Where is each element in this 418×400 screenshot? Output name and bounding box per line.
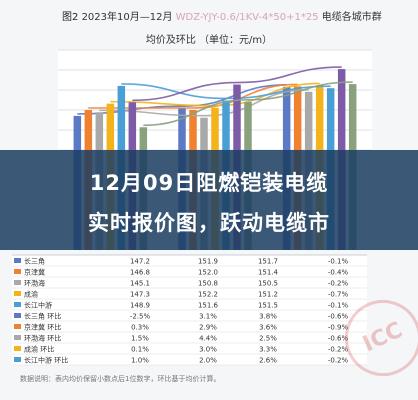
table-cell: 3.0% xyxy=(199,346,217,354)
table-cell: -0.2% xyxy=(328,346,349,354)
table-cell: 151.6 xyxy=(198,302,219,310)
trend-line-6 xyxy=(132,66,342,102)
table-cell: -0.2% xyxy=(328,357,349,365)
table-cell: 2.0% xyxy=(199,357,217,365)
table-row-label: 环渤海 环比 xyxy=(24,334,61,343)
trend-line-7 xyxy=(143,81,353,127)
table-cell: 150.8 xyxy=(198,280,218,288)
table-cell: 151.7 xyxy=(258,258,278,266)
legend-swatch xyxy=(14,269,21,274)
table-cell: 151.9 xyxy=(198,258,218,266)
table-cell: 147.3 xyxy=(130,291,150,299)
footer-note: 数据说明：表内均价保留小数点后1位数字，环比基于均价计算。 xyxy=(20,375,221,383)
title-suffix: 电缆各城市群 xyxy=(321,12,382,23)
table-cell: 2.9% xyxy=(199,324,217,332)
legend-swatch xyxy=(14,291,21,296)
table-row-label: 长江中游 xyxy=(24,301,52,310)
headline-line-2: 实时报价图，跃动电缆市 xyxy=(88,211,330,235)
table-cell: -0.2% xyxy=(328,280,349,288)
title-period: 2023年10月—12月 xyxy=(81,12,173,23)
trend-line-2 xyxy=(88,83,298,109)
table-cell: -0.7% xyxy=(328,291,349,299)
table-cell: -0.6% xyxy=(328,313,349,321)
table-cell: 1.5% xyxy=(131,335,149,343)
trend-line-4 xyxy=(110,82,320,107)
table-cell: 2.5% xyxy=(259,335,277,343)
trend-line-5 xyxy=(121,83,331,100)
table-cell: -0.9% xyxy=(328,324,349,332)
legend-swatch xyxy=(14,280,21,285)
trend-line-3 xyxy=(99,89,309,117)
table-cell: -2.5% xyxy=(130,313,151,321)
legend-swatch xyxy=(14,324,21,329)
table-row-label: 长三角 xyxy=(24,257,45,266)
table-row-label: 环渤海 xyxy=(24,279,45,288)
chart-title: 图2 2023年10月—12月 WDZ-YJY-0.6/1KV-4*50+1*2… xyxy=(62,8,382,23)
table-cell: 3.8% xyxy=(259,313,277,321)
table-cell: 0.3% xyxy=(131,324,149,332)
table-cell: 152.2 xyxy=(198,291,218,299)
table-cell: 3.6% xyxy=(259,324,277,332)
chart-subtitle: 均价及环比 （单位：元/m） xyxy=(145,35,273,46)
table-row-label: 成渝 xyxy=(24,290,38,299)
table-cell: 147.2 xyxy=(130,258,150,266)
table-cell: 2.6% xyxy=(259,357,277,365)
table-row-label: 京津冀 xyxy=(24,268,45,277)
title-spec: WDZ-YJY-0.6/1KV-4*50+1*25 xyxy=(175,12,319,23)
table-cell: 152.0 xyxy=(198,269,218,277)
table-cell: 3.3% xyxy=(259,346,277,354)
figure-label: 图2 xyxy=(62,12,79,23)
table-cell: 0.1% xyxy=(131,346,149,354)
trend-line-1 xyxy=(77,84,287,115)
table-cell: 151.4 xyxy=(258,269,279,277)
legend-swatch xyxy=(14,346,21,351)
table-row-label: 长三角 环比 xyxy=(24,312,61,321)
table-cell: 151.5 xyxy=(258,302,278,310)
headline-banner xyxy=(0,150,418,250)
table-row-label: 京津冀 环比 xyxy=(24,323,61,332)
legend-swatch xyxy=(14,335,21,340)
table-cell: 145.1 xyxy=(130,280,150,288)
table-cell: -0.1% xyxy=(328,302,349,310)
table-cell: 151.2 xyxy=(258,291,278,299)
legend-swatch xyxy=(14,313,21,318)
table-cell: -0.4% xyxy=(328,269,349,277)
table-row-label: 长江中游 环比 xyxy=(24,356,68,365)
table-row-label: 成渝 环比 xyxy=(24,345,54,354)
headline-line-1: 12月09日阻燃铠装电缆 xyxy=(89,171,329,195)
table-cell: 146.8 xyxy=(130,269,150,277)
table-cell: -0.1% xyxy=(328,258,349,266)
table-cell: -0.6% xyxy=(328,335,349,343)
legend-swatch xyxy=(14,258,21,263)
table-cell: 3.1% xyxy=(199,313,217,321)
legend-swatch xyxy=(14,302,21,307)
legend-swatch xyxy=(14,357,21,362)
table-cell: 4.4% xyxy=(199,335,217,343)
table-cell: 150.5 xyxy=(258,280,278,288)
table-cell: 1.0% xyxy=(131,357,149,365)
table-cell: 148.9 xyxy=(130,302,150,310)
